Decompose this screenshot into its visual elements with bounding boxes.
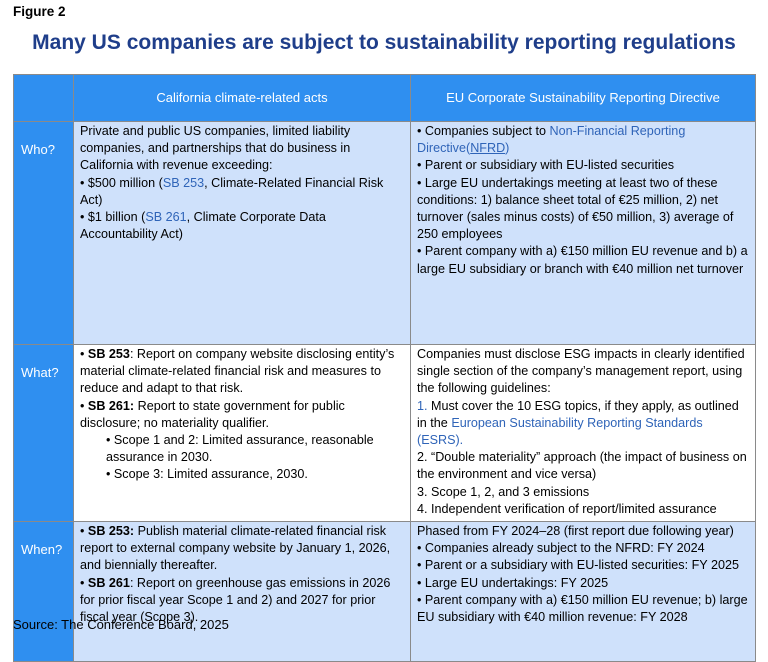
esrs-link[interactable]: European Sustainability Reporting Standa… — [417, 415, 703, 448]
when-ca-bullet-1: • SB 253: Publish material climate-relat… — [80, 524, 391, 573]
what-eu-item-2: 2. “Double materiality” approach (the im… — [417, 450, 747, 482]
what-ca-sub-2: • Scope 3: Limited assurance, 2030. — [106, 467, 308, 482]
figure-label: Figure 2 — [13, 4, 66, 19]
cell-who-eu: • Companies subject to Non-Financial Rep… — [410, 121, 756, 345]
table-row-when: When? • SB 253: Publish material climate… — [13, 521, 756, 662]
what-eu-intro: Companies must disclose ESG impacts in c… — [417, 347, 745, 396]
cell-when-california: • SB 253: Publish material climate-relat… — [73, 521, 411, 662]
page-title: Many US companies are subject to sustain… — [32, 31, 736, 54]
row-label-when: When? — [13, 521, 74, 662]
header-row: California climate-related acts EU Corpo… — [13, 74, 756, 122]
regulations-table: California climate-related acts EU Corpo… — [13, 74, 756, 662]
who-ca-bullet-1: • $500 million (SB 253, Climate-Related … — [80, 175, 384, 207]
column-header-eu: EU Corporate Sustainability Reporting Di… — [410, 74, 756, 122]
when-eu-bullet-2: • Parent or a subsidiary with EU-listed … — [417, 558, 739, 573]
cell-when-eu: Phased from FY 2024–28 (first report due… — [410, 521, 756, 662]
header-corner — [13, 74, 74, 122]
cell-who-california: Private and public US companies, limited… — [73, 121, 411, 345]
what-eu-item-3: 3. Scope 1, 2, and 3 emissions — [417, 484, 590, 499]
row-label-who: Who? — [13, 121, 74, 345]
cell-what-eu: Companies must disclose ESG impacts in c… — [410, 344, 756, 522]
when-eu-bullet-3: • Large EU undertakings: FY 2025 — [417, 575, 609, 590]
nfrd-link[interactable]: Non-Financial Reporting Directive(NFRD) — [417, 124, 686, 156]
table-row-who: Who? Private and public US companies, li… — [13, 121, 756, 345]
source-note: Source: The Conference Board, 2025 — [13, 617, 229, 632]
when-eu-intro: Phased from FY 2024–28 (first report due… — [417, 524, 734, 538]
sb253-link[interactable]: SB 253 — [162, 175, 205, 190]
what-eu-item-4: 4. Independent verification of report/li… — [417, 501, 717, 516]
who-ca-intro: Private and public US companies, limited… — [80, 124, 351, 173]
when-eu-bullet-4: • Parent company with a) €150 million EU… — [417, 592, 748, 625]
when-ca-bullet-2: • SB 261: Report on greenhouse gas emiss… — [80, 575, 391, 625]
what-eu-item-1: 1. Must cover the 10 ESG topics, if they… — [417, 398, 739, 448]
column-header-california: California climate-related acts — [73, 74, 411, 122]
who-ca-bullet-2: • $1 billion (SB 261, Climate Corporate … — [80, 210, 326, 242]
who-eu-bullet-1: • Companies subject to Non-Financial Rep… — [417, 124, 686, 156]
what-ca-bullet-1: • SB 253: Report on company website disc… — [80, 347, 395, 396]
cell-what-california: • SB 253: Report on company website disc… — [73, 344, 411, 522]
who-eu-bullet-3: • Large EU undertakings meeting at least… — [417, 175, 734, 242]
who-eu-bullet-2: • Parent or subsidiary with EU-listed se… — [417, 158, 675, 173]
who-eu-bullet-4: • Parent company with a) €150 million EU… — [417, 244, 748, 276]
what-ca-bullet-2: • SB 261: Report to state government for… — [80, 398, 345, 430]
when-eu-bullet-1: • Companies already subject to the NFRD:… — [417, 541, 705, 556]
what-ca-sub-1: • Scope 1 and 2: Limited assurance, reas… — [106, 433, 374, 465]
table-row-what: What? • SB 253: Report on company websit… — [13, 344, 756, 522]
row-label-what: What? — [13, 344, 74, 522]
sb261-link[interactable]: SB 261 — [145, 210, 187, 225]
